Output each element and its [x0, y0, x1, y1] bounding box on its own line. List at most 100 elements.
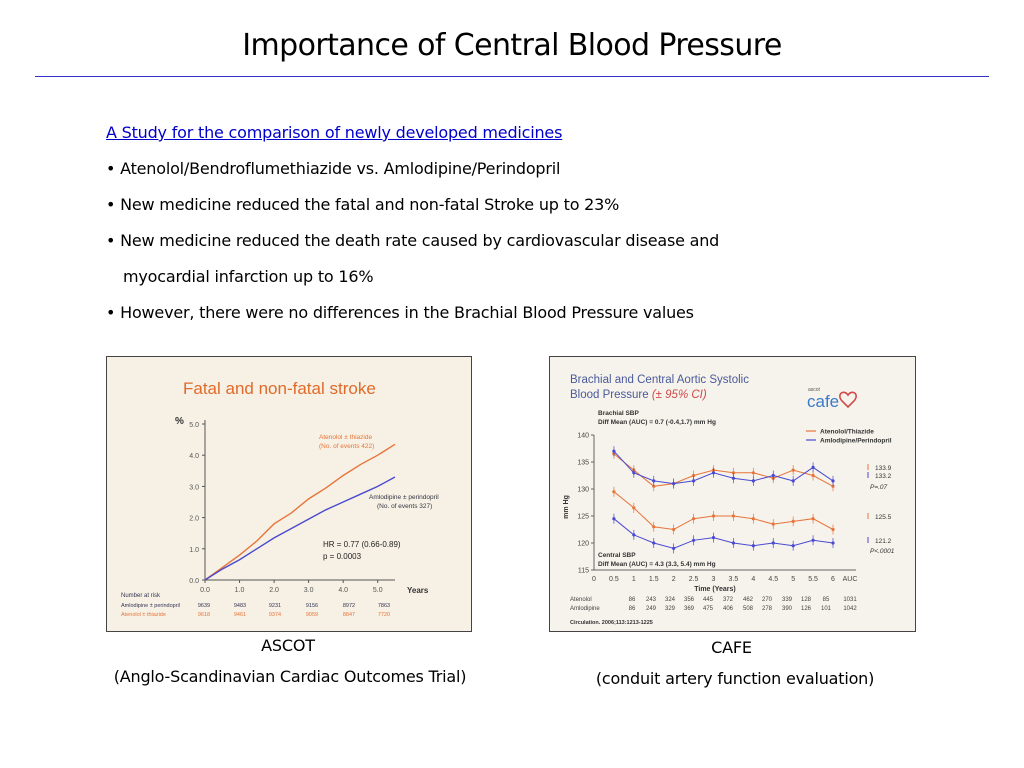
data-point [632, 471, 636, 475]
x-tick-label: 2.0 [269, 587, 279, 594]
risk-cell: 7720 [378, 612, 390, 618]
table-cell: 329 [665, 606, 676, 612]
table-row-label: Atenolol [570, 597, 592, 603]
slide-title: Importance of Central Blood Pressure [242, 28, 782, 63]
citation: Circulation. 2006;113:1213-1225 [570, 620, 653, 626]
bullet-item: • Atenolol/Bendroflumethiazide vs. Amlod… [106, 159, 561, 178]
table-cell: 406 [723, 606, 734, 612]
data-point [791, 479, 795, 483]
data-point [711, 471, 716, 475]
y-tick-label: 125 [577, 514, 589, 521]
x-tick-label: 4.5 [768, 576, 778, 583]
brachial-diff: Diff Mean (AUC) = 0.7 (-0.4,1.7) mm Hg [598, 419, 716, 426]
table-cell: 372 [723, 597, 734, 603]
bullet-item: • New medicine reduced the death rate ca… [106, 231, 720, 250]
risk-cell: 9374 [269, 612, 281, 618]
legend-atenolol-events: (No. of events 422) [319, 443, 374, 450]
p-value: p = 0.0003 [323, 552, 362, 561]
x-tick-label: 0 [592, 576, 596, 583]
chart-title: Brachial and Central Aortic Systolic [570, 374, 749, 386]
x-tick-label: 5 [791, 576, 795, 583]
bullet-item: • However, there were no differences in … [106, 303, 694, 322]
risk-cell: 9461 [234, 612, 246, 618]
data-point [831, 484, 835, 488]
series-line [613, 518, 834, 549]
cafe-caption-full: (conduit artery function evaluation) [595, 669, 875, 688]
risk-cell: 9059 [306, 612, 318, 618]
ascot-caption-full: (Anglo-Scandinavian Cardiac Outcomes Tri… [113, 667, 467, 686]
table-cell: 324 [665, 597, 676, 603]
risk-cell: 9639 [198, 603, 210, 609]
x-axis-label: Time (Years) [694, 586, 736, 593]
y-axis-label: % [175, 416, 184, 427]
study-link[interactable]: A Study for the comparison of newly deve… [106, 123, 563, 142]
x-tick-label: AUC [843, 576, 858, 583]
y-axis-label: mm Hg [563, 495, 570, 519]
table-cell: 356 [684, 597, 695, 603]
data-point [672, 527, 676, 532]
data-point [691, 538, 696, 542]
data-point [751, 479, 755, 483]
data-point [811, 465, 815, 469]
legend-amlodipine-events: (No. of events 327) [377, 503, 432, 510]
table-cell: 1042 [843, 606, 857, 612]
y-tick-label: 130 [577, 487, 589, 494]
chart-title: Fatal and non-fatal stroke [183, 379, 376, 398]
table-cell: 270 [762, 597, 773, 603]
data-point [672, 482, 676, 486]
logo-small-text: ascot [808, 387, 821, 393]
y-tick-label: 3.0 [189, 484, 199, 491]
data-point [751, 471, 755, 475]
cafe-bp-chart: Brachial and Central Aortic Systolic Bloo… [563, 374, 895, 626]
table-cell: 1031 [843, 597, 857, 603]
data-point [632, 506, 636, 510]
data-point [791, 468, 795, 472]
data-point [672, 546, 676, 550]
end-label: 133.9 [875, 465, 892, 472]
series-line-amlodipine [204, 476, 396, 581]
x-tick-label: 3.5 [729, 576, 739, 583]
legend-amlodipine: Amlodipine ± perindopril [369, 494, 439, 501]
brachial-label: Brachial SBP [598, 410, 639, 417]
y-tick-label: 5.0 [189, 422, 199, 429]
y-tick-label: 1.0 [189, 547, 199, 554]
data-point [632, 533, 636, 537]
table-cell: 390 [782, 606, 793, 612]
risk-cell: 8972 [343, 603, 355, 609]
data-point [811, 538, 815, 542]
data-point [612, 449, 616, 453]
x-tick-label: 0.0 [200, 587, 210, 594]
y-tick-label: 115 [578, 568, 589, 575]
table-row-label: Amlodipine [570, 606, 600, 612]
data-point [831, 527, 835, 532]
data-point [731, 514, 736, 518]
data-point [612, 490, 616, 494]
risk-row-label: Atenolol ± thiazide [121, 612, 166, 618]
x-tick-label: 6 [831, 576, 835, 583]
data-point [831, 541, 835, 545]
data-point [751, 544, 755, 548]
data-point [751, 517, 755, 521]
data-point [652, 541, 656, 545]
central-diff: Diff Mean (AUC) = 4.3 (3.3, 5.4) mm Hg [598, 561, 716, 568]
central-label: Central SBP [598, 552, 636, 559]
table-cell: 86 [629, 597, 636, 603]
y-tick-label: 4.0 [189, 453, 199, 460]
chart-title-line2: Blood Pressure (± 95% CI) [570, 389, 707, 401]
heart-icon [839, 391, 857, 409]
data-point [652, 525, 656, 529]
data-point [811, 517, 815, 521]
data-point [691, 473, 696, 478]
x-tick-label: 0.5 [609, 576, 619, 583]
risk-row-label: Amlodipine ± perindopril [121, 603, 180, 609]
cafe-figure: Brachial and Central Aortic Systolic Bloo… [549, 356, 916, 632]
y-tick-label: 120 [577, 541, 589, 548]
legend-atenolol: Atenolol ± thiazide [319, 434, 372, 441]
x-tick-label: 1.5 [649, 576, 659, 583]
data-point [711, 514, 716, 518]
data-point [652, 479, 656, 483]
risk-cell: 9483 [234, 603, 246, 609]
ascot-caption: ASCOT [261, 636, 315, 655]
x-tick-label: 3.0 [304, 587, 314, 594]
table-cell: 369 [684, 606, 695, 612]
